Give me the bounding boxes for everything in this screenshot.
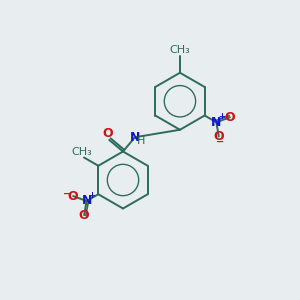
Text: O: O bbox=[214, 130, 224, 143]
Text: +: + bbox=[218, 112, 225, 122]
Text: +: + bbox=[88, 191, 95, 200]
Text: O: O bbox=[224, 111, 235, 124]
Text: H: H bbox=[137, 136, 146, 146]
Text: O: O bbox=[79, 209, 89, 222]
Text: O: O bbox=[102, 127, 113, 140]
Text: CH₃: CH₃ bbox=[169, 45, 190, 55]
Text: N: N bbox=[81, 194, 92, 208]
Text: −: − bbox=[63, 189, 71, 199]
Text: N: N bbox=[130, 131, 140, 144]
Text: N: N bbox=[211, 116, 221, 129]
Text: −: − bbox=[216, 137, 224, 147]
Text: O: O bbox=[68, 190, 78, 202]
Text: CH₃: CH₃ bbox=[71, 147, 92, 157]
